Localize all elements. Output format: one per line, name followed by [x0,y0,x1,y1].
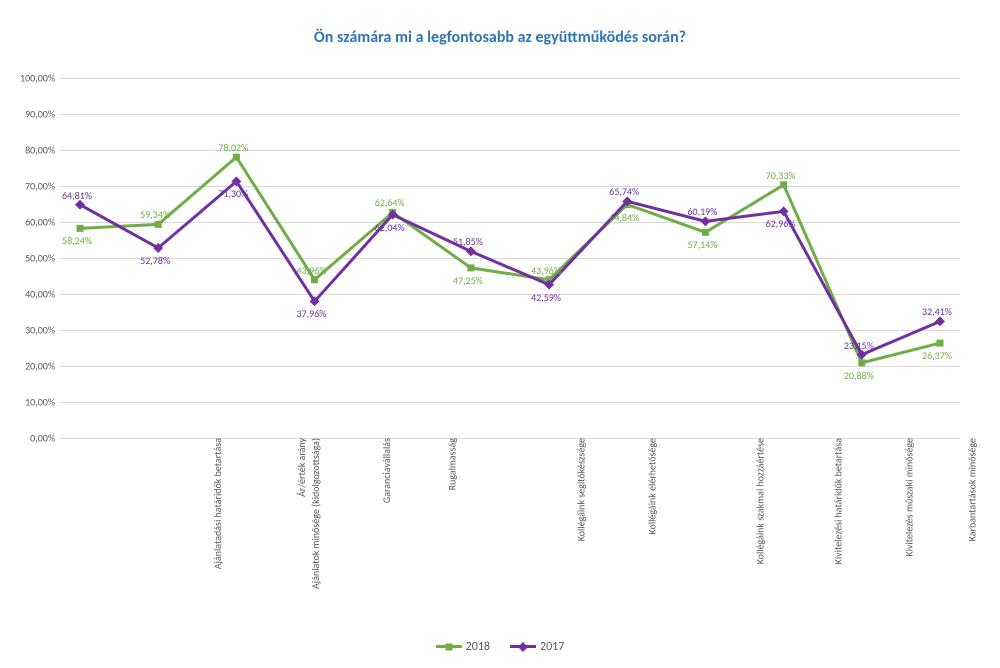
data-label-2018: 43,96% [531,264,561,277]
data-label-2017: 52,78% [140,254,170,267]
y-axis-label: 60,00% [5,216,55,229]
marker-2018 [702,229,709,236]
x-axis-label: Kollégáink szakmai hozzáértése [754,438,767,564]
x-axis-label: Kivitelezési határidők betartása [832,438,845,564]
data-label-2018: 62,64% [375,196,405,209]
data-label-2017: 64,81% [62,189,92,202]
series-svg [60,78,960,438]
series-line-2017 [80,181,940,354]
legend-label: 2018 [466,640,490,654]
marker-2018 [858,359,865,366]
y-axis-label: 90,00% [5,108,55,121]
marker-2018 [311,276,318,283]
x-axis-label: Ajánlatadási határidők betartása [211,438,224,569]
data-label-2018: 20,88% [844,369,874,382]
legend-swatch [510,645,536,648]
x-axis-label: Kivitelezés műszaki minősége [902,438,915,557]
data-label-2017: 71,30% [218,187,248,200]
square-icon [445,643,452,650]
y-axis-label: 0,00% [5,432,55,445]
marker-2018 [233,154,240,161]
marker-2018 [780,181,787,188]
data-label-2018: 70,33% [766,169,796,182]
y-axis-label: 10,00% [5,396,55,409]
data-label-2018: 26,37% [922,349,952,362]
chart-container: Ön számára mi a legfontosabb az együttmű… [0,0,1000,668]
data-label-2017: 37,96% [297,307,327,320]
y-axis-label: 100,00% [5,72,55,85]
diamond-icon [518,642,528,652]
x-axis-label: Kollégáink segítőkészsége [574,438,587,541]
y-axis-label: 70,00% [5,180,55,193]
data-label-2018: 59,34% [140,208,170,221]
y-axis-label: 30,00% [5,324,55,337]
y-axis-label: 40,00% [5,288,55,301]
data-label-2017: 51,85% [453,235,483,248]
data-label-2018: 64,84% [609,211,639,224]
data-label-2018: 43,96% [297,264,327,277]
data-label-2017: 62,04% [375,221,405,234]
marker-2018 [77,225,84,232]
data-label-2018: 58,24% [62,234,92,247]
chart-title: Ön számára mi a legfontosabb az együttmű… [0,28,1000,47]
data-label-2018: 47,25% [453,274,483,287]
marker-2018 [155,221,162,228]
x-axis-label: Ár/érték arány [295,438,308,497]
data-label-2018: 57,14% [687,238,717,251]
data-label-2017: 32,41% [922,305,952,318]
data-label-2017: 23,15% [844,339,874,352]
y-axis-label: 20,00% [5,360,55,373]
data-label-2017: 65,74% [609,185,639,198]
data-label-2017: 60,19% [687,205,717,218]
marker-2018 [937,340,944,347]
legend-label: 2017 [540,640,564,654]
x-axis-label: Rugalmasság [445,438,458,490]
data-label-2017: 62,96% [766,217,796,230]
x-axis-label: Kollégáink elérhetősége [646,438,659,534]
legend-item-2017: 2017 [510,640,564,654]
marker-2018 [467,264,474,271]
data-label-2017: 42,59% [531,291,561,304]
legend-swatch [436,645,462,648]
x-axis-label: Karbantartások minősége [965,438,978,541]
legend: 2018 2017 [0,638,1000,654]
x-axis [60,438,960,439]
plot-area: 0,00%10,00%20,00%30,00%40,00%50,00%60,00… [60,78,960,438]
x-axis-label: Garanciavállalás [380,438,393,503]
data-label-2018: 78,02% [218,141,248,154]
y-axis-label: 50,00% [5,252,55,265]
x-axis-label: Ajánlatok minősége (kidolgozottsága) [309,438,322,589]
legend-item-2018: 2018 [436,640,490,654]
y-axis-label: 80,00% [5,144,55,157]
